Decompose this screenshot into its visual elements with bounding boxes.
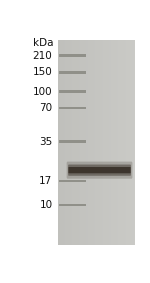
- Bar: [59, 90, 86, 93]
- Bar: [59, 107, 86, 110]
- Text: 70: 70: [39, 103, 52, 113]
- Text: 17: 17: [39, 176, 52, 186]
- Bar: [59, 140, 86, 143]
- FancyBboxPatch shape: [68, 167, 131, 173]
- Bar: [59, 71, 86, 74]
- Bar: [59, 180, 86, 183]
- Text: 100: 100: [33, 87, 52, 97]
- Bar: [58, 40, 135, 245]
- FancyBboxPatch shape: [68, 164, 131, 176]
- Text: 150: 150: [33, 67, 52, 77]
- Text: 35: 35: [39, 137, 52, 147]
- FancyBboxPatch shape: [67, 162, 132, 179]
- Bar: [59, 54, 86, 57]
- Text: kDa: kDa: [33, 38, 54, 48]
- Text: 10: 10: [39, 200, 52, 210]
- Text: 210: 210: [33, 51, 52, 61]
- Bar: [59, 203, 86, 206]
